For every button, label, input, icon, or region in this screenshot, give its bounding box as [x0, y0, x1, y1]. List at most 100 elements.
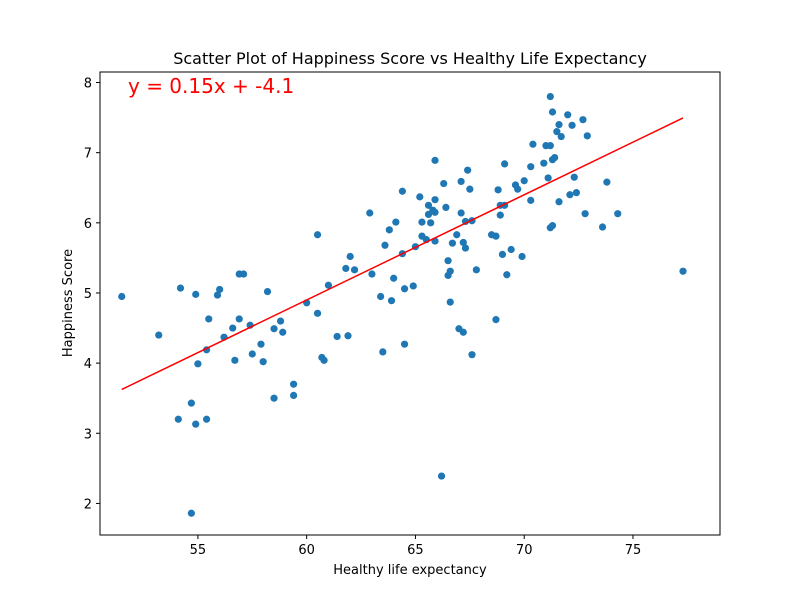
- scatter-point: [459, 238, 467, 247]
- scatter-point: [448, 239, 457, 247]
- scatter-point: [527, 196, 535, 204]
- scatter-point: [583, 132, 591, 140]
- scatter-point: [514, 185, 522, 193]
- scatter-point: [213, 291, 222, 299]
- scatter-point: [548, 108, 557, 116]
- scatter-point: [400, 340, 409, 348]
- scatter-point: [176, 284, 185, 292]
- scatter-point: [461, 244, 470, 252]
- scatter-point: [118, 292, 126, 301]
- y-tick-label: 8: [84, 77, 92, 92]
- scatter-point: [446, 298, 454, 306]
- scatter-point: [472, 266, 480, 274]
- y-tick-label: 7: [84, 147, 92, 162]
- scatter-point: [566, 191, 574, 199]
- scatter-point: [546, 142, 554, 150]
- scatter-point: [368, 270, 376, 278]
- scatter-point: [520, 177, 528, 185]
- x-tick-label: 55: [190, 543, 207, 558]
- scatter-point: [527, 163, 535, 171]
- scatter-point: [518, 252, 526, 261]
- scatter-point: [551, 153, 559, 162]
- scatter-point: [548, 222, 557, 230]
- regression-equation: y = 0.15x + -4.1: [128, 74, 294, 98]
- regression-line: [121, 117, 684, 391]
- scatter-point: [324, 281, 333, 289]
- scatter-point: [290, 391, 298, 399]
- scatter-point: [174, 415, 182, 423]
- scatter-point: [468, 351, 476, 359]
- scatter-point: [229, 324, 237, 332]
- scatter-point: [544, 174, 552, 182]
- scatter-point: [333, 332, 341, 341]
- scatter-point: [466, 185, 474, 193]
- x-axis: 55 60 65 70 75: [190, 535, 642, 558]
- scatter-point: [679, 267, 687, 275]
- scatter-point: [350, 266, 359, 274]
- scatter-point: [572, 189, 581, 197]
- scatter-point: [342, 264, 350, 273]
- scatter-point: [540, 159, 548, 167]
- scatter-point: [387, 297, 396, 305]
- scatter-point: [320, 356, 328, 364]
- scatter-point: [248, 350, 256, 358]
- scatter-point: [614, 210, 622, 218]
- scatter-point: [546, 92, 554, 101]
- scatter-point: [416, 193, 424, 201]
- x-tick-label: 75: [625, 543, 642, 558]
- scatter-point: [557, 132, 565, 141]
- scatter-point: [379, 348, 387, 356]
- scatter-point: [444, 257, 452, 265]
- scatter-point: [570, 173, 578, 181]
- scatter-point: [390, 274, 398, 282]
- scatter-point: [437, 472, 446, 480]
- scatter-point: [202, 415, 211, 423]
- scatter-point: [400, 285, 409, 293]
- y-tick-label: 2: [84, 497, 92, 512]
- scatter-point: [440, 179, 448, 188]
- scatter-point: [555, 198, 563, 206]
- scatter-point: [498, 250, 507, 258]
- scatter-point: [409, 282, 417, 290]
- x-tick-label: 70: [516, 543, 533, 558]
- scatter-point: [431, 208, 439, 216]
- scatter-point: [313, 309, 322, 317]
- scatter-point: [496, 211, 504, 219]
- scatter-point: [555, 121, 563, 129]
- scatter-point: [492, 316, 500, 324]
- scatter-point: [205, 315, 213, 323]
- scatter-point: [579, 116, 587, 124]
- scatter-point: [457, 177, 465, 186]
- y-tick-label: 3: [84, 427, 92, 442]
- scatter-point: [446, 267, 454, 275]
- scatter-point: [192, 420, 200, 428]
- scatter-point: [424, 201, 433, 209]
- scatter-point: [385, 226, 393, 234]
- scatter-point: [235, 315, 243, 323]
- scatter-point: [187, 399, 195, 407]
- scatter-point: [194, 360, 202, 368]
- scatter-point: [276, 317, 285, 325]
- scatter-point: [270, 394, 278, 402]
- scatter-point: [290, 380, 298, 388]
- points-layer: [118, 92, 687, 517]
- scatter-point: [279, 328, 287, 336]
- y-tick-label: 6: [84, 217, 92, 232]
- plot-area: y = 0.15x + -4.1: [99, 71, 721, 536]
- scatter-point: [381, 241, 389, 249]
- scatter-point: [564, 111, 572, 119]
- scatter-point: [377, 292, 385, 301]
- scatter-point: [442, 203, 450, 211]
- scatter-point: [216, 285, 224, 294]
- plot-frame: [99, 71, 721, 536]
- scatter-point: [464, 166, 472, 174]
- scatter-point: [259, 358, 267, 366]
- scatter-point: [431, 196, 439, 204]
- scatter-point: [529, 140, 537, 148]
- x-tick-label: 65: [407, 543, 424, 558]
- scatter-point: [313, 231, 322, 239]
- x-axis-label: Healthy life expectancy: [333, 563, 487, 578]
- scatter-point: [257, 340, 265, 348]
- y-tick-label: 4: [84, 357, 92, 372]
